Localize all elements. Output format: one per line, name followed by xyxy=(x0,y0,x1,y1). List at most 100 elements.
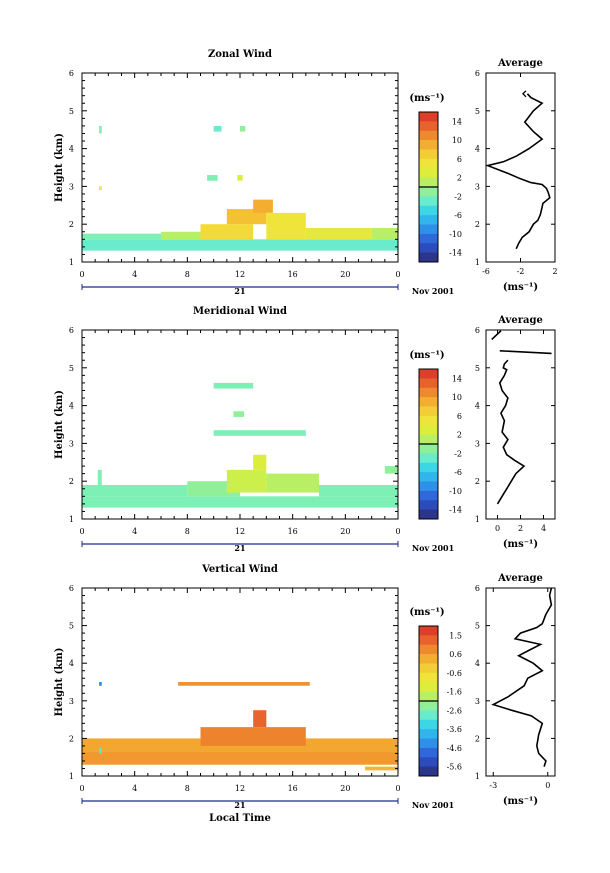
colorbar-segment xyxy=(419,626,438,636)
colorbar-tick-label: -10 xyxy=(449,487,462,496)
heatmap-cells xyxy=(82,125,398,251)
heatmap-cell xyxy=(237,175,243,181)
colorbar-tick-label: 2 xyxy=(457,174,462,183)
colorbar-segment xyxy=(419,738,438,749)
colorbar-segment xyxy=(419,444,438,454)
y-tick-label: 6 xyxy=(69,69,74,78)
date-day: 21 xyxy=(234,800,245,810)
y-axis-label: Height (km) xyxy=(54,133,65,202)
colorbar-unit: (ms⁻¹) xyxy=(409,350,444,361)
colorbar-tick-label: -4.6 xyxy=(447,744,462,753)
average-panel: Average 1 2 3 4 5 6 -3 0 (ms⁻¹) xyxy=(475,573,556,807)
average-x-tick-label: 0 xyxy=(495,524,500,533)
x-axis-label: Local Time xyxy=(209,813,271,824)
colorbar: 14 10 6 2 -2 -6 -10 -14 (ms⁻¹) xyxy=(409,350,462,520)
heatmap-cell xyxy=(161,231,201,240)
colorbar-segment xyxy=(419,462,438,473)
heatmap-cell xyxy=(82,751,398,765)
y-tick-label: 6 xyxy=(69,326,74,335)
colorbar-segment xyxy=(419,481,438,492)
colorbar-segment xyxy=(419,224,438,235)
colorbar-segment xyxy=(419,757,438,768)
heatmap-cell xyxy=(226,469,267,493)
average-y-tick-label: 3 xyxy=(475,439,480,448)
y-tick-label: 3 xyxy=(69,182,74,191)
y-tick-label: 3 xyxy=(69,697,74,706)
average-x-label: (ms⁻¹) xyxy=(503,282,538,293)
average-profile-segment xyxy=(499,349,552,355)
colorbar-tick-label: -2 xyxy=(454,449,462,458)
y-tick-label: 1 xyxy=(69,772,74,781)
average-frame xyxy=(485,587,556,777)
heatmap-cell xyxy=(213,125,222,132)
heatmap-cell xyxy=(178,682,310,686)
heatmap-cell xyxy=(371,227,398,240)
x-tick-label: 8 xyxy=(185,784,190,793)
y-tick-label: 1 xyxy=(69,515,74,524)
y-tick-label: 6 xyxy=(69,584,74,593)
colorbar-tick-label: 6 xyxy=(457,412,462,421)
colorbar-segment xyxy=(419,369,438,379)
colorbar-segment xyxy=(419,719,438,730)
colorbar-tick-label: -2 xyxy=(454,192,462,201)
x-tick-label: 20 xyxy=(340,270,350,279)
heatmap-cell xyxy=(99,747,102,754)
date-day: 21 xyxy=(234,286,245,296)
colorbar-segment xyxy=(419,378,438,389)
colorbar-segment xyxy=(419,121,438,132)
colorbar-segment xyxy=(419,406,438,417)
date-label: Nov 2001 xyxy=(412,286,454,296)
x-tick-label: 0 xyxy=(395,270,400,279)
colorbar-unit: (ms⁻¹) xyxy=(409,607,444,618)
heatmap-cell xyxy=(253,454,267,470)
average-y-tick-label: 5 xyxy=(475,364,480,373)
heatmap-cell xyxy=(82,239,398,251)
average-profile-segment xyxy=(491,330,502,341)
average-y-tick-label: 4 xyxy=(475,659,480,668)
colorbar-segment xyxy=(419,729,438,739)
heatmap-cell xyxy=(213,430,306,436)
average-y-tick-label: 2 xyxy=(475,220,480,229)
x-tick-label: 12 xyxy=(235,527,245,536)
x-tick-label: 0 xyxy=(79,270,84,279)
x-tick-label: 8 xyxy=(185,270,190,279)
colorbar-tick-label: -2.6 xyxy=(447,706,462,715)
colorbar-tick-label: 0.6 xyxy=(449,650,462,659)
colorbar-segment xyxy=(419,644,438,655)
y-tick-label: 4 xyxy=(69,145,74,154)
colorbar-segment xyxy=(419,672,438,683)
x-tick-label: 0 xyxy=(79,527,84,536)
heatmap-cell xyxy=(305,227,372,240)
average-y-tick-label: 6 xyxy=(475,69,480,78)
heatmap-cell xyxy=(253,199,273,213)
heatmap-cell xyxy=(99,125,102,134)
average-y-tick-label: 5 xyxy=(475,622,480,631)
y-tick-label: 2 xyxy=(69,734,74,743)
panel-title: Zonal Wind xyxy=(208,49,272,60)
average-y-tick-label: 3 xyxy=(475,697,480,706)
x-tick-label: 20 xyxy=(340,527,350,536)
x-tick-label: 16 xyxy=(288,270,298,279)
x-tick-label: 4 xyxy=(132,527,137,536)
heatmap-cell xyxy=(266,473,319,493)
average-marker xyxy=(522,90,527,98)
average-y-tick-label: 2 xyxy=(475,477,480,486)
heatmap-cell xyxy=(99,682,102,686)
colorbar-segment xyxy=(419,168,438,179)
colorbar-segment xyxy=(419,397,438,407)
colorbar-segment xyxy=(419,140,438,150)
colorbar-tick-label: 10 xyxy=(452,393,462,402)
colorbar-segment xyxy=(419,453,438,464)
average-profile-line xyxy=(496,359,526,505)
average-y-tick-label: 2 xyxy=(475,734,480,743)
colorbar-segment xyxy=(419,635,438,646)
average-x-tick-label: -6 xyxy=(482,267,490,276)
colorbar-segment xyxy=(419,691,438,702)
colorbar-segment xyxy=(419,387,438,398)
y-tick-label: 5 xyxy=(69,622,74,631)
average-x-tick-label: -2 xyxy=(517,267,525,276)
